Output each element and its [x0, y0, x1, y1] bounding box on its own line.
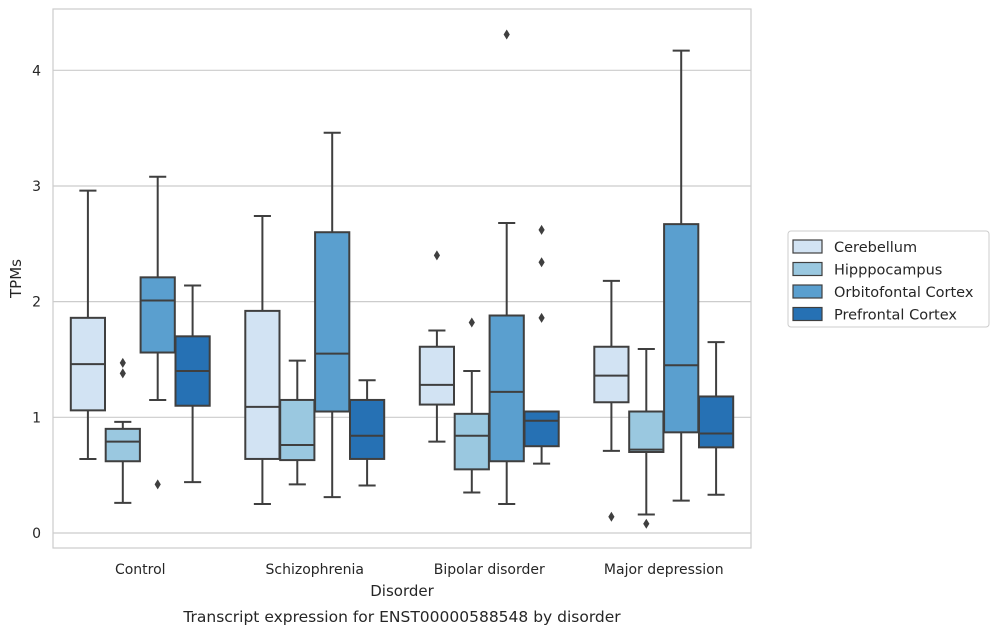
box-body — [593, 345, 630, 404]
box-orbitofontal-cortex — [139, 175, 176, 490]
y-tick-label: 3 — [32, 179, 41, 195]
box-hipppocampus — [279, 359, 316, 486]
box-hipppocampus — [628, 348, 665, 529]
box-prefrontal-cortex — [348, 379, 386, 487]
box-body — [418, 345, 456, 406]
outlier-point — [154, 479, 161, 490]
box-body — [628, 410, 665, 453]
box-orbitofontal-cortex — [314, 131, 351, 499]
box-body — [697, 395, 735, 449]
box-body — [314, 231, 351, 413]
box-cerebellum — [418, 250, 456, 443]
outlier-point — [538, 312, 545, 323]
legend: Cerebellum Hipppocampus Orbitofontal Corte… — [787, 230, 990, 328]
y-tick-label: 2 — [32, 295, 41, 311]
box-orbitofontal-cortex — [663, 49, 700, 502]
legend-swatch — [792, 284, 823, 299]
y-tick-label: 0 — [32, 526, 41, 542]
outlier-point — [468, 317, 475, 328]
box-body — [663, 223, 700, 434]
legend-entry: Orbitofontal Cortex — [834, 285, 974, 301]
box-body — [104, 427, 141, 463]
x-axis-ticks: Control Schizophrenia Bipolar disorder Majo… — [115, 562, 724, 578]
x-axis-label: Disorder — [370, 582, 434, 600]
box-prefrontal-cortex — [174, 284, 211, 484]
legend-frame — [787, 230, 990, 328]
box-cerebellum — [244, 215, 281, 506]
y-axis-ticks: 0 1 2 3 4 — [32, 63, 41, 542]
box-prefrontal-cortex — [697, 341, 735, 496]
outlier-point — [503, 29, 510, 40]
box-body — [244, 309, 281, 460]
outlier-point — [119, 368, 126, 379]
legend-entry: Cerebellum — [834, 240, 917, 256]
x-tick-label: Major depression — [604, 562, 724, 578]
outlier-point — [119, 357, 126, 368]
legend-swatch — [792, 239, 823, 254]
legend-swatch — [792, 261, 823, 277]
x-tick-label: Bipolar disorder — [434, 562, 545, 578]
plot-frame — [52, 8, 752, 549]
outlier-point — [608, 511, 615, 522]
box-body — [139, 276, 176, 354]
y-axis-label: TPMs — [7, 259, 25, 299]
y-tick-label: 1 — [32, 410, 41, 426]
box-series — [69, 29, 735, 529]
box-hipppocampus — [104, 357, 141, 504]
box-body — [348, 398, 386, 460]
box-orbitofontal-cortex — [488, 29, 525, 506]
x-tick-label: Control — [115, 562, 166, 578]
x-tick-label: Schizophrenia — [266, 562, 364, 578]
box-body — [279, 398, 316, 462]
legend-entry: Hipppocampus — [834, 263, 942, 279]
legend-swatch — [792, 306, 823, 322]
box-cerebellum — [593, 279, 630, 522]
chart-caption: Transcript expression for ENST0000058854… — [182, 608, 621, 626]
box-body — [488, 314, 525, 463]
box-cerebellum — [69, 189, 107, 460]
box-body — [523, 410, 560, 448]
outlier-point — [643, 518, 650, 529]
y-tick-label: 4 — [32, 63, 41, 79]
box-hipppocampus — [453, 317, 490, 494]
outlier-point — [538, 257, 545, 268]
box-body — [453, 412, 490, 471]
outlier-point — [538, 224, 545, 235]
outlier-point — [433, 250, 440, 261]
box-prefrontal-cortex — [523, 224, 560, 465]
legend-entry: Prefrontal Cortex — [834, 308, 957, 324]
